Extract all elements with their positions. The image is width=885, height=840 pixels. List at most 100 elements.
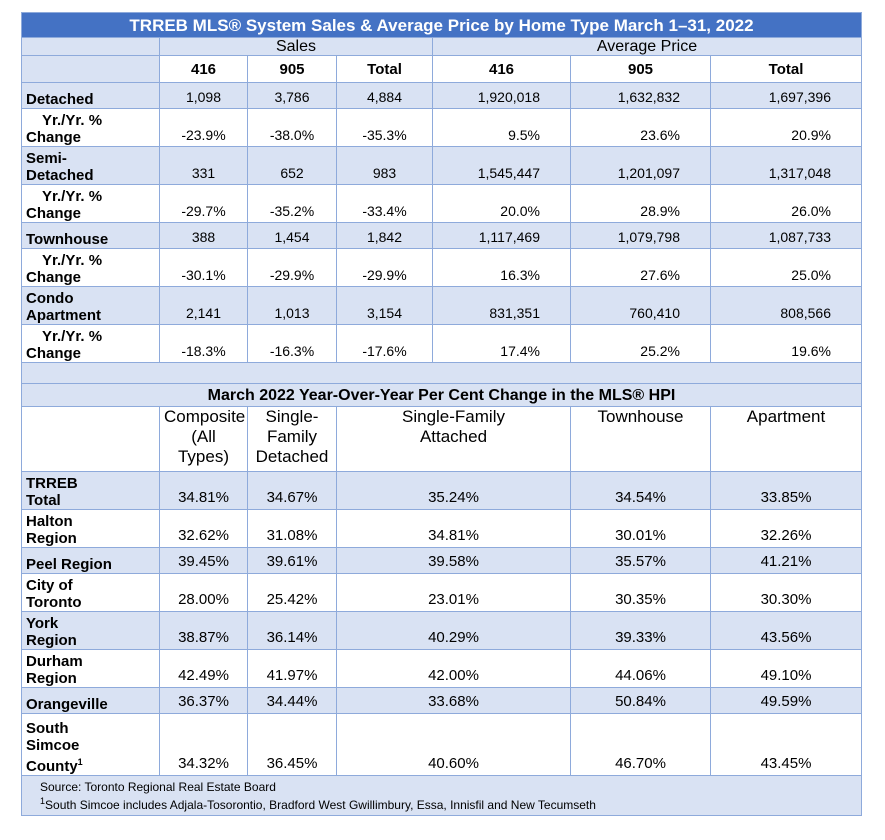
yr-label-line2: Change [26,269,82,286]
change-cell: -23.9% [159,108,248,147]
region-row: Orangeville 36.37% 34.44% 33.68% 50.84% 49.59… [21,687,862,714]
home-type-row: Townhouse 388 1,454 1,842 1,117,469 1,079,798… [21,222,862,249]
hpi-value-cell: 38.87% [159,611,248,650]
yr-label-line1: Yr./Yr. % [42,252,103,269]
value-cell: 1,545,447 [432,146,571,185]
label-line: Apartment [26,307,102,324]
region-label: City of Toronto [21,573,160,612]
label-line: Detached [26,167,94,184]
hpi-value-cell: 42.00% [336,649,571,688]
label-line: Apartment [746,407,826,426]
sales-group-header: Sales [159,37,433,56]
value-cell: 983 [336,146,433,185]
report-document: TRREB MLS® System Sales & Average Price … [21,12,862,816]
region-row: Peel Region 39.45% 39.61% 39.58% 35.57% 41.21… [21,547,862,574]
value-cell: 831,351 [432,286,571,325]
region-label: York Region [21,611,160,650]
change-cell: 16.3% [432,248,571,287]
change-cell: 9.5% [432,108,571,147]
home-type-label: Condo Apartment [21,286,160,325]
change-cell: -17.6% [336,324,433,363]
change-cell: -30.1% [159,248,248,287]
region-label: Halton Region [21,509,160,548]
hpi-value-cell: 50.84% [570,687,711,714]
label-line: Detached [255,447,329,466]
home-type-label: Townhouse [21,222,160,249]
change-cell: 17.4% [432,324,571,363]
hpi-value-cell: 36.14% [247,611,337,650]
hpi-value-cell: 46.70% [570,713,711,776]
hpi-value-cell: 34.81% [336,509,571,548]
region-row: Durham Region 42.49% 41.97% 42.00% 44.06% 49.1… [21,649,862,688]
label-line: Peel Region [26,556,112,573]
label-line: Condo [26,290,74,307]
hpi-col-header: Composite (All Types) [159,406,248,472]
label-line: Townhouse [597,407,684,426]
yr-label-line1: Yr./Yr. % [42,328,103,345]
hpi-value-cell: 30.35% [570,573,711,612]
hpi-value-cell: 34.54% [570,471,711,510]
label-line: Simcoe [26,737,80,754]
change-cell: 25.0% [710,248,862,287]
value-cell: 3,786 [247,82,337,109]
label-line: Total [26,492,61,509]
hpi-value-cell: 36.45% [247,713,337,776]
region-label: South Simcoe County1 [21,713,160,776]
yr-label-line1: Yr./Yr. % [42,188,103,205]
yr-change-label: Yr./Yr. % Change [21,184,160,223]
yr-change-row: Yr./Yr. % Change -30.1% -29.9% -29.9% 16.3% 27… [21,248,862,287]
label-line: Detached [26,91,94,108]
change-cell: -33.4% [336,184,433,223]
hpi-col-header: Townhouse [570,406,711,472]
region-label: Durham Region [21,649,160,688]
hpi-value-cell: 41.97% [247,649,337,688]
col-header-sales-416: 416 [159,55,248,83]
col-header-price-total: Total [710,55,862,83]
label-line: Types) [177,447,230,466]
change-cell: 25.2% [570,324,711,363]
hpi-value-cell: 33.68% [336,687,571,714]
hpi-value-cell: 30.30% [710,573,862,612]
col-header-sales-total: Total [336,55,433,83]
hpi-value-cell: 31.08% [247,509,337,548]
value-cell: 1,117,469 [432,222,571,249]
region-row: South Simcoe County1 34.32% 36.45% 40.60% 46.7… [21,713,862,776]
yr-change-label: Yr./Yr. % Change [21,324,160,363]
label-line: Single-Family [402,407,505,426]
hpi-value-cell: 40.29% [336,611,571,650]
value-cell: 331 [159,146,248,185]
label-line: Durham [26,653,83,670]
value-cell: 1,013 [247,286,337,325]
value-cell: 1,842 [336,222,433,249]
label-line: Single- [265,407,319,426]
sub-header-row: 416 905 Total 416 905 Total [21,55,862,83]
label-line: Halton [26,513,73,530]
blank-subheader-cell [21,55,160,83]
hpi-value-cell: 39.58% [336,547,571,574]
value-cell: 1,201,097 [570,146,711,185]
label-line: Townhouse [26,231,109,248]
home-type-label: Detached [21,82,160,109]
hpi-value-cell: 28.00% [159,573,248,612]
hpi-value-cell: 25.42% [247,573,337,612]
hpi-value-cell: 42.49% [159,649,248,688]
hpi-value-cell: 49.59% [710,687,862,714]
col-header-price-905: 905 [570,55,711,83]
footnote-cell: Source: Toronto Regional Real Estate Boa… [21,775,862,816]
change-cell: -35.2% [247,184,337,223]
label-line: Semi- [26,150,67,167]
footnote-row: Source: Toronto Regional Real Estate Boa… [21,775,862,816]
label-line: Region [26,530,77,547]
region-row: York Region 38.87% 36.14% 40.29% 39.33% 43.56% [21,611,862,650]
change-cell: 19.6% [710,324,862,363]
hpi-value-cell: 40.60% [336,713,571,776]
value-cell: 1,920,018 [432,82,571,109]
label-line: Toronto [26,594,82,611]
change-cell: 27.6% [570,248,711,287]
yr-change-row: Yr./Yr. % Change -29.7% -35.2% -33.4% 20.0% 28… [21,184,862,223]
south-simcoe-note: 1South Simcoe includes Adjala-Tosorontio… [40,794,843,812]
label-line: TRREB [26,475,78,492]
change-cell: 28.9% [570,184,711,223]
value-cell: 3,154 [336,286,433,325]
home-type-row: Semi- Detached 331 652 983 1,545,447 1,201,097… [21,146,862,185]
